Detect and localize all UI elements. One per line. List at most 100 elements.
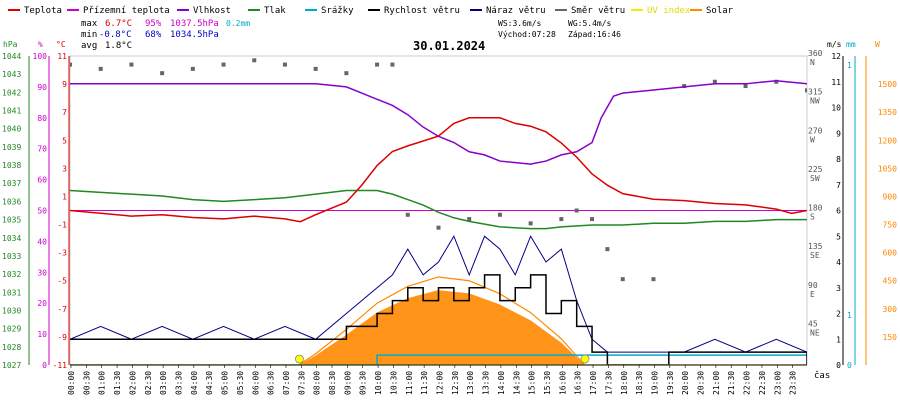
x-tick-label-20: 10:00: [374, 371, 383, 395]
sunset-time: Západ:16:46: [568, 30, 621, 39]
chart-date: 30.01.2024: [413, 39, 485, 53]
winddir-point-13: [436, 225, 441, 230]
x-tick-label-7: 03:30: [174, 371, 183, 395]
x-tick-label-3: 01:30: [113, 371, 122, 395]
winddir-point-3: [160, 71, 165, 76]
legend-label-9: Solar: [706, 6, 734, 16]
winddir-point-20: [605, 247, 610, 252]
humidity-tick-40: 40: [37, 237, 47, 246]
winddir-point-25: [743, 84, 748, 89]
x-tick-label-6: 03:00: [159, 371, 168, 395]
legend-label-8: UV index: [647, 6, 691, 16]
x-tick-label-35: 17:30: [604, 371, 613, 395]
winddir-point-1: [98, 66, 103, 71]
solar-line: [298, 276, 586, 365]
windspeed-tick-0: 0: [836, 361, 841, 370]
x-tick-label-4: 02:00: [128, 371, 137, 395]
x-tick-label-27: 13:30: [482, 371, 491, 395]
x-tick-label-13: 06:30: [267, 371, 276, 395]
winddir-tick-45: 45: [808, 319, 818, 328]
stats-rain: 0.2mm: [226, 19, 250, 28]
temperature-tick-1: 1: [62, 192, 67, 201]
x-tick-label-10: 05:00: [221, 371, 230, 395]
winddir-point-8: [313, 66, 318, 71]
winddir-tick-360: 360: [808, 49, 823, 58]
humidity-tick-50: 50: [37, 207, 47, 216]
windspeed-tick-6: 6: [836, 207, 841, 216]
x-tick-label-8: 04:00: [190, 371, 199, 395]
windspeed-unit: m/s: [827, 40, 842, 49]
legend-label-1: Přízemní teplota: [83, 6, 170, 16]
humidity-tick-80: 80: [37, 114, 47, 123]
windspeed-tick-3: 3: [836, 284, 841, 293]
windspeed-tick-5: 5: [836, 232, 841, 241]
pressure-tick-1029: 1029: [2, 325, 21, 334]
legend-label-4: Srážky: [321, 6, 354, 16]
legend: Teplota Přízemní teplota Vlhkost Tlak Srážky…: [8, 6, 734, 16]
x-tick-label-12: 06:00: [251, 371, 260, 395]
temperature-tick--11: -11: [53, 361, 68, 370]
winddir-label-N: N: [810, 58, 815, 67]
pressure-tick-1041: 1041: [2, 107, 21, 116]
x-tick-label-29: 14:30: [512, 371, 521, 395]
winddir-point-6: [252, 58, 257, 63]
x-tick-label-9: 04:30: [205, 371, 214, 395]
x-tick-label-37: 18:30: [635, 371, 644, 395]
x-tick-label-40: 20:00: [681, 371, 690, 395]
stats-min-temp: -0.8°C: [99, 30, 132, 40]
humidity-tick-0: 0: [42, 361, 47, 370]
stats-min-press: 1034.5hPa: [170, 30, 219, 40]
x-tick-label-32: 16:00: [558, 371, 567, 395]
winddir-point-22: [651, 277, 656, 282]
pressure-unit: hPa: [3, 40, 18, 49]
solar-tick-1350: 1350: [878, 108, 897, 117]
legend-label-3: Tlak: [264, 6, 286, 16]
pressure-tick-1039: 1039: [2, 143, 21, 152]
x-tick-label-44: 22:00: [743, 371, 752, 395]
x-tick-label-47: 23:30: [789, 371, 798, 395]
x-tick-label-28: 14:00: [497, 371, 506, 395]
winddir-tick-225: 225: [808, 165, 823, 174]
x-tick-label-2: 01:00: [98, 371, 107, 395]
stats-max-label: max: [81, 19, 98, 29]
plot-inner: [70, 58, 807, 365]
winddir-point-2: [129, 62, 134, 67]
windspeed-tick-4: 4: [836, 258, 841, 267]
temperature-unit: °C: [56, 40, 66, 49]
windspeed-line: [70, 274, 807, 365]
winddir-label-SE: SE: [810, 251, 820, 260]
winddir-point-27: [805, 88, 807, 93]
winddir-label-S: S: [810, 213, 815, 222]
temperature-tick-3: 3: [62, 164, 67, 173]
x-tick-label-41: 20:30: [697, 371, 706, 395]
winddir-point-14: [467, 217, 472, 222]
x-axis: 00:00 00:30 01:00 01:30 02:00 02:30 03:00 03:30…: [67, 364, 830, 395]
x-tick-label-19: 09:30: [359, 371, 368, 395]
x-axis-unit-label: čas: [814, 370, 830, 381]
winddir-point-21: [620, 277, 625, 282]
winddir-label-SW: SW: [810, 174, 820, 183]
wind-wg: WG:5.4m/s: [568, 19, 612, 28]
x-tick-label-1: 00:30: [82, 371, 91, 395]
x-tick-label-25: 12:30: [451, 371, 460, 395]
pressure-tick-1035: 1035: [2, 216, 21, 225]
winddir-point-12: [405, 212, 410, 217]
temperature-tick-11: 11: [57, 52, 67, 61]
pressure-tick-1031: 1031: [2, 288, 21, 297]
x-tick-label-15: 07:30: [297, 371, 306, 395]
solar-tick-150: 150: [883, 333, 898, 342]
temperature-tick-5: 5: [62, 136, 67, 145]
winddir-tick-315: 315: [808, 88, 823, 97]
solar-tick-750: 750: [883, 221, 898, 230]
x-tick-label-26: 13:00: [466, 371, 475, 395]
x-tick-label-39: 19:30: [666, 371, 675, 395]
rain-line: [70, 354, 807, 365]
temperature-tick--9: -9: [57, 333, 67, 342]
x-tick-label-21: 10:30: [389, 371, 398, 395]
x-tick-label-16: 08:00: [313, 371, 322, 395]
x-tick-label-34: 17:00: [589, 371, 598, 395]
winddir-label-E: E: [810, 290, 815, 299]
pressure-tick-1030: 1030: [2, 306, 21, 315]
winddir-point-26: [774, 79, 779, 84]
windspeed-tick-11: 11: [831, 78, 841, 87]
